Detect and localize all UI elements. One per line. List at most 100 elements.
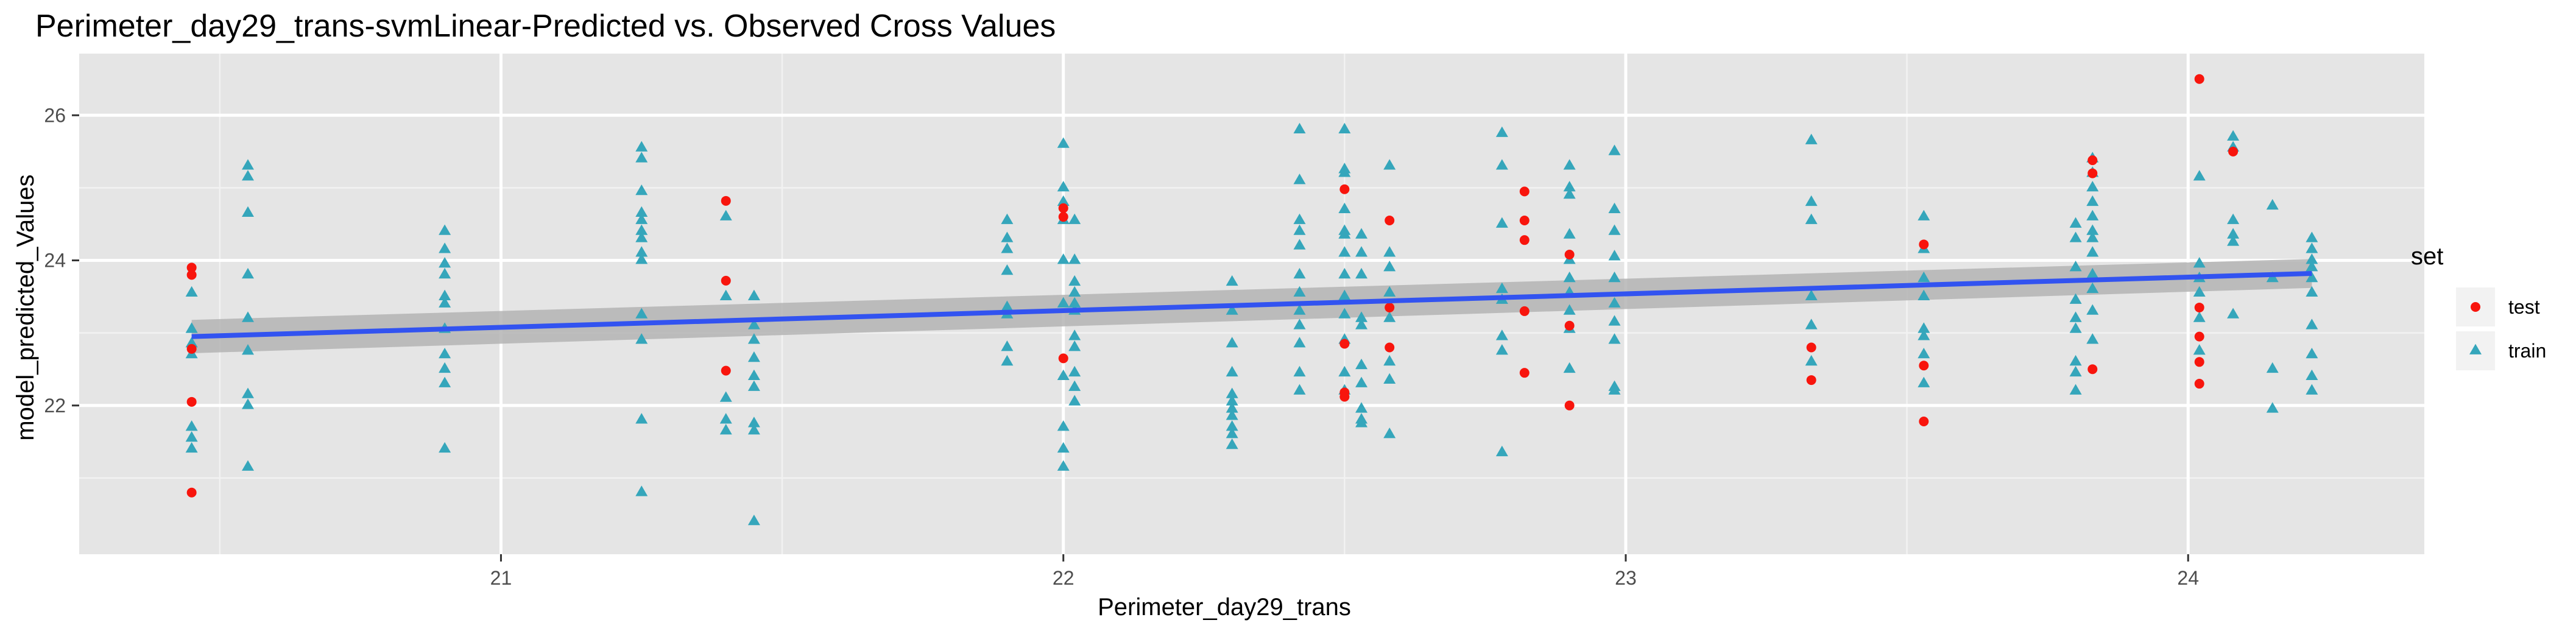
train-point: [2193, 170, 2206, 181]
train-point: [1338, 365, 1351, 377]
train-point: [241, 387, 254, 398]
train-point: [1355, 246, 1368, 257]
train-point: [2227, 213, 2240, 224]
train-point: [2086, 224, 2099, 235]
train-point: [719, 424, 732, 435]
train-point: [747, 417, 760, 428]
legend-label-train: train: [2508, 340, 2546, 362]
train-point: [1226, 438, 1238, 449]
train-point: [1355, 267, 1368, 279]
train-point: [1226, 409, 1238, 420]
train-point: [1918, 271, 1930, 283]
train-point: [1057, 180, 1070, 192]
legend: set test train: [2411, 243, 2546, 370]
train-point: [747, 333, 760, 344]
train-point: [1226, 275, 1238, 286]
train-point: [185, 431, 198, 442]
train-point: [1608, 271, 1621, 283]
train-point: [1355, 311, 1368, 322]
train-point: [1383, 354, 1396, 366]
train-point: [635, 152, 648, 163]
train-point: [1355, 376, 1368, 387]
train-point: [1293, 384, 1306, 395]
train-point: [1001, 242, 1014, 253]
train-point: [1293, 267, 1306, 279]
test-point: [1806, 375, 1816, 386]
train-point: [1057, 460, 1070, 471]
train-point: [2193, 286, 2206, 297]
train-point: [2306, 253, 2318, 264]
train-point: [2069, 311, 2082, 322]
train-point: [1563, 180, 1576, 192]
x-axis-title: Perimeter_day29_trans: [1098, 594, 1351, 621]
train-point: [1805, 289, 1818, 300]
test-point: [2087, 364, 2098, 375]
y-tick-label: 24: [44, 250, 66, 272]
train-point: [439, 289, 451, 300]
train-point: [1057, 369, 1070, 381]
train-point: [1563, 188, 1576, 199]
train-point: [1293, 365, 1306, 377]
y-axis: 22 24 26: [44, 104, 79, 417]
train-point: [1057, 297, 1070, 308]
test-point: [2228, 146, 2239, 157]
train-point: [2306, 384, 2318, 395]
y-tick-label: 26: [44, 104, 66, 126]
train-point: [439, 267, 451, 279]
test-point: [1385, 302, 1395, 312]
train-point: [1805, 319, 1818, 329]
train-point: [1226, 428, 1238, 439]
train-point: [439, 442, 451, 453]
train-point: [719, 413, 732, 424]
train-point: [439, 224, 451, 235]
train-point: [1355, 228, 1368, 239]
train-point: [1001, 213, 1014, 224]
train-point: [719, 210, 732, 220]
train-point: [1338, 289, 1351, 300]
train-point: [2086, 333, 2099, 344]
train-point: [1355, 402, 1368, 413]
train-point: [719, 391, 732, 402]
train-point: [1001, 300, 1014, 311]
train-point: [1293, 224, 1306, 235]
train-point: [1338, 246, 1351, 257]
test-point: [1519, 368, 1530, 378]
train-point: [1057, 253, 1070, 264]
train-point: [1918, 289, 1930, 300]
train-point: [241, 159, 254, 170]
train-point: [241, 344, 254, 355]
train-point: [1608, 250, 1621, 261]
train-point: [635, 246, 648, 257]
train-point: [635, 141, 648, 152]
train-point: [1057, 420, 1070, 431]
train-point: [2069, 231, 2082, 242]
train-point: [747, 514, 760, 526]
test-point: [1058, 212, 1068, 222]
train-point: [2306, 369, 2318, 381]
train-point: [1068, 395, 1081, 406]
train-point: [1293, 286, 1306, 297]
train-point: [439, 297, 451, 308]
train-point: [1338, 122, 1351, 133]
train-point: [1563, 159, 1576, 170]
test-point: [186, 396, 197, 407]
train-point: [2227, 228, 2240, 239]
test-point: [1058, 353, 1068, 364]
test-point: [1058, 203, 1068, 213]
train-point: [2086, 210, 2099, 220]
train-point: [1918, 322, 1930, 333]
test-point: [1519, 216, 1530, 225]
train-point: [2086, 195, 2099, 206]
test-point: [1339, 339, 1350, 349]
train-point: [1338, 267, 1351, 279]
test-point: [1564, 249, 1575, 259]
train-point: [1383, 286, 1396, 297]
train-point: [747, 319, 760, 329]
train-point: [1338, 202, 1351, 214]
train-point: [2069, 365, 2082, 377]
test-point: [1564, 320, 1575, 331]
train-point: [635, 231, 648, 242]
train-point: [1608, 315, 1621, 326]
train-point: [747, 289, 760, 300]
x-tick-label: 23: [1615, 567, 1637, 589]
